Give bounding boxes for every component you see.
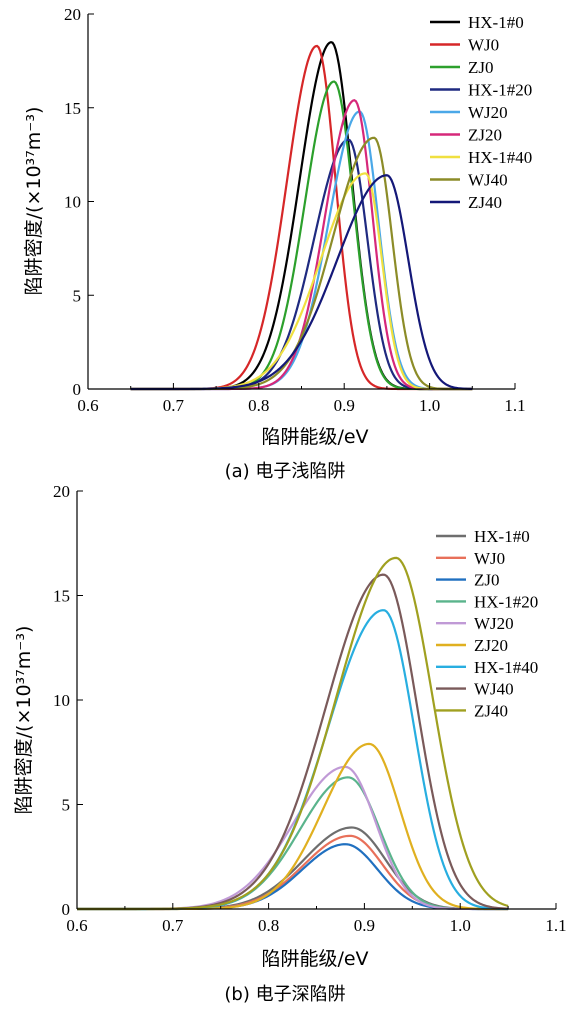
series-line-zj40 xyxy=(77,556,509,911)
series-curves xyxy=(130,40,473,391)
series-curves xyxy=(77,556,509,911)
x-tick-label: 1.0 xyxy=(450,916,471,935)
legend-label: ZJ0 xyxy=(474,571,500,590)
legend-label: WJ0 xyxy=(468,36,499,55)
series-line-zj20 xyxy=(130,99,473,391)
caption: (a) 电子浅陷阱 xyxy=(225,461,346,482)
series-line-wj20 xyxy=(130,110,473,391)
y-axis-label: 陷阱密度/(×10³⁷m⁻³) xyxy=(13,626,35,815)
legend-label: HX-1#20 xyxy=(468,81,532,100)
y-tick-labels: 0 5 10 15 20 xyxy=(64,5,81,399)
legend-label: HX-1#20 xyxy=(474,592,538,611)
y-tick-label: 0 xyxy=(62,900,71,919)
y-tick-label: 5 xyxy=(73,286,82,305)
series-line-hx-1-20 xyxy=(130,138,473,391)
y-tick-label: 20 xyxy=(64,5,81,24)
series-line-wj40 xyxy=(77,573,509,911)
x-tick-label: 0.8 xyxy=(258,916,279,935)
x-tick-label: 0.7 xyxy=(163,396,185,415)
x-tick-label: 0.9 xyxy=(354,916,375,935)
legend-label: WJ40 xyxy=(468,171,508,190)
series-line-wj40 xyxy=(130,136,473,391)
x-tick-label: 0.6 xyxy=(66,916,87,935)
legend-label: HX-1#40 xyxy=(468,148,532,167)
legend-label: WJ20 xyxy=(468,103,508,122)
y-tick-labels: 0 5 10 15 20 xyxy=(53,482,70,919)
legend-label: ZJ20 xyxy=(474,636,508,655)
caption: (b) 电子深陷阱 xyxy=(224,984,345,1005)
legend-label: ZJ20 xyxy=(468,126,502,145)
legend-label: WJ20 xyxy=(474,614,514,633)
y-tick-label: 0 xyxy=(73,380,82,399)
legend-label: ZJ40 xyxy=(468,193,502,212)
y-tick-label: 10 xyxy=(64,193,81,212)
y-tick-label: 15 xyxy=(53,587,70,606)
legend-label: ZJ40 xyxy=(474,701,508,720)
y-tick-label: 5 xyxy=(62,796,71,815)
y-axis-label: 陷阱密度/(×10³⁷m⁻³) xyxy=(23,107,45,296)
axes xyxy=(76,490,557,910)
series-line-hx-1-40 xyxy=(130,172,473,391)
y-tick-label: 15 xyxy=(64,99,81,118)
x-tick-label: 0.8 xyxy=(248,396,269,415)
legend: HX-1#0 WJ0 ZJ0 HX-1#20 WJ20 ZJ20 HX-1#40 WJ40 ZJ… xyxy=(430,13,532,212)
x-tick-label: 1.1 xyxy=(504,396,525,415)
x-tick-labels: 0.6 0.7 0.8 0.9 1.0 1.1 xyxy=(77,396,525,415)
legend-label: HX-1#0 xyxy=(468,13,524,32)
legend-label: WJ0 xyxy=(474,549,505,568)
legend-label: WJ40 xyxy=(474,680,514,699)
axes xyxy=(87,13,516,390)
x-tick-labels: 0.6 0.7 0.8 0.9 1.0 1.1 xyxy=(66,916,566,935)
chart-deep-traps: 0.6 0.7 0.8 0.9 1.0 1.1 0 5 10 15 20 HX-1#0 WJ0 ZJ0… xyxy=(13,482,567,1005)
x-axis-label: 陷阱能级/eV xyxy=(261,948,368,970)
legend: HX-1#0 WJ0 ZJ0 HX-1#20 WJ20 ZJ20 HX-1#40 WJ40 ZJ… xyxy=(436,527,538,720)
x-tick-label: 1.1 xyxy=(545,916,566,935)
series-line-zj40 xyxy=(130,174,473,391)
x-tick-label: 0.7 xyxy=(162,916,184,935)
x-tick-label: 0.9 xyxy=(334,396,355,415)
legend-label: HX-1#0 xyxy=(474,527,530,546)
x-tick-label: 0.6 xyxy=(77,396,98,415)
x-tick-label: 1.0 xyxy=(419,396,440,415)
legend-label: ZJ0 xyxy=(468,58,494,77)
y-tick-label: 20 xyxy=(53,482,70,501)
y-tick-label: 10 xyxy=(53,691,70,710)
chart-shallow-traps: 0.6 0.7 0.8 0.9 1.0 1.1 0 5 10 15 20 HX-1#0 WJ0 ZJ0… xyxy=(23,5,532,482)
x-axis-label: 陷阱能级/eV xyxy=(261,426,368,448)
legend-label: HX-1#40 xyxy=(474,658,538,677)
